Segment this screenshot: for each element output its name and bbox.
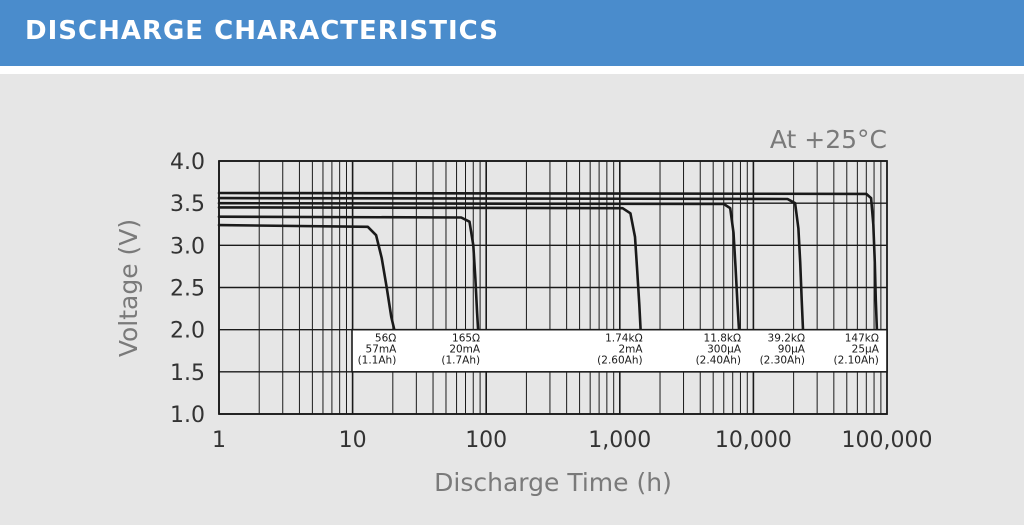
load-label-box [351, 328, 888, 373]
curve-label-line: 11.8kΩ [704, 333, 741, 345]
curve-label-line: 56Ω [375, 333, 396, 345]
banner-divider [0, 66, 1024, 74]
x-axis-title: Discharge Time (h) [434, 468, 672, 497]
page-title: DISCHARGE CHARACTERISTICS [25, 16, 499, 46]
y-tick-label: 1.0 [170, 403, 205, 428]
curve-label-line: (2.10Ah) [833, 355, 878, 367]
y-tick-label: 2.5 [170, 277, 205, 302]
curve-label-line: 147kΩ [845, 333, 879, 345]
title-banner: DISCHARGE CHARACTERISTICS [0, 0, 1024, 66]
y-tick-label: 3.0 [170, 234, 205, 259]
y-tick-label: 4.0 [170, 150, 205, 175]
curve-label-line: (2.60Ah) [597, 355, 642, 367]
curve-label-1: 56Ω 57mA (1.1Ah) [358, 333, 398, 367]
curve-label-5: 39.2kΩ 90μA (2.30Ah) [760, 333, 806, 367]
label-layer: 56Ω 57mA (1.1Ah)165Ω 20mA (1.7Ah)1.74kΩ 2mA (2… [351, 328, 888, 373]
y-tick-label: 3.5 [170, 192, 205, 217]
discharge-curve-1 [217, 223, 396, 332]
curve-label-line: 300μA [707, 344, 742, 356]
discharge-curve-6 [217, 191, 879, 332]
curve-label-line: (1.7Ah) [441, 355, 480, 367]
discharge-curve-4 [217, 201, 741, 332]
curve-label-line: (1.1Ah) [358, 355, 397, 367]
curve-label-3: 1.74kΩ 2mA (2.60Ah) [597, 333, 643, 367]
curve-label-line: 39.2kΩ [768, 333, 805, 345]
curve-label-line: (2.30Ah) [760, 355, 805, 367]
curve-label-line: 57mA [366, 344, 398, 356]
curve-layer [217, 191, 879, 332]
curve-label-line: 20mA [449, 344, 481, 356]
discharge-curve-3 [217, 206, 642, 332]
y-tick-label: 2.0 [170, 319, 205, 344]
y-tick-label: 1.5 [170, 361, 205, 386]
plot-frame [218, 160, 888, 415]
curve-label-line: 2mA [619, 344, 644, 356]
curve-label-2: 165Ω 20mA (1.7Ah) [441, 333, 481, 367]
x-tick-label: 100 [465, 428, 507, 453]
curve-label-line: 90μA [778, 344, 806, 356]
curve-label-4: 11.8kΩ 300μA (2.40Ah) [696, 333, 742, 367]
curve-label-6: 147kΩ 25μA (2.10Ah) [833, 333, 879, 367]
x-tick-label: 10,000 [715, 428, 792, 453]
x-tick-label: 1 [212, 428, 226, 453]
x-tick-label: 1,000 [588, 428, 651, 453]
curve-label-line: 1.74kΩ [605, 333, 642, 345]
curve-label-line: (2.40Ah) [696, 355, 741, 367]
curve-label-line: 25μA [852, 344, 880, 356]
discharge-curve-2 [217, 215, 480, 332]
y-axis-title: Voltage (V) [114, 219, 143, 357]
x-tick-label: 10 [339, 428, 367, 453]
curve-label-line: 165Ω [452, 333, 480, 345]
x-tick-label: 100,000 [842, 428, 933, 453]
temperature-annotation: At +25°C [770, 125, 887, 154]
axis-layer: 1 10 100 1,000 10,000 100,000 1.0 1.5 2.0 2.5 3.0 3… [114, 125, 932, 497]
discharge-curve-5 [217, 196, 805, 332]
